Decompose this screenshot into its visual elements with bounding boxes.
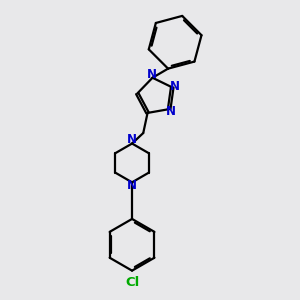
Text: N: N xyxy=(127,134,137,146)
Text: N: N xyxy=(127,179,137,192)
Text: N: N xyxy=(166,105,176,118)
Text: Cl: Cl xyxy=(125,276,139,289)
Text: N: N xyxy=(147,68,157,81)
Text: N: N xyxy=(170,80,180,92)
